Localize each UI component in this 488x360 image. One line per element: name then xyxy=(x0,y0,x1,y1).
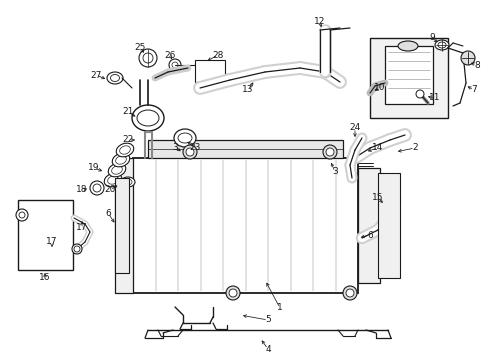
Circle shape xyxy=(185,148,194,156)
Ellipse shape xyxy=(397,41,417,51)
Ellipse shape xyxy=(121,177,135,187)
Text: 3: 3 xyxy=(172,143,178,152)
Ellipse shape xyxy=(437,42,445,48)
Text: 11: 11 xyxy=(428,94,440,103)
Bar xyxy=(118,178,126,196)
Bar xyxy=(384,46,432,104)
Text: 19: 19 xyxy=(88,163,100,172)
Text: 7: 7 xyxy=(470,85,476,94)
Circle shape xyxy=(325,148,333,156)
Ellipse shape xyxy=(137,110,159,126)
Bar xyxy=(369,38,447,118)
Bar xyxy=(18,200,73,270)
Ellipse shape xyxy=(132,105,163,131)
Ellipse shape xyxy=(116,156,126,164)
Circle shape xyxy=(228,289,237,297)
Text: 4: 4 xyxy=(264,345,270,354)
Circle shape xyxy=(142,53,153,63)
Circle shape xyxy=(183,145,197,159)
Text: 5: 5 xyxy=(264,315,270,324)
Text: 15: 15 xyxy=(371,194,383,202)
Ellipse shape xyxy=(120,146,130,154)
Text: 10: 10 xyxy=(373,84,385,93)
Bar xyxy=(195,60,224,82)
Ellipse shape xyxy=(434,40,448,50)
Text: 1: 1 xyxy=(277,303,282,312)
Text: 18: 18 xyxy=(76,185,87,194)
Bar xyxy=(357,168,379,283)
Ellipse shape xyxy=(124,179,132,185)
Ellipse shape xyxy=(110,75,119,81)
Text: 25: 25 xyxy=(134,44,145,53)
Circle shape xyxy=(169,59,181,71)
Ellipse shape xyxy=(104,173,122,187)
Circle shape xyxy=(90,181,104,195)
Circle shape xyxy=(460,51,474,65)
Circle shape xyxy=(346,289,353,297)
Text: 21: 21 xyxy=(122,108,133,117)
Bar xyxy=(148,140,342,158)
Text: 23: 23 xyxy=(189,144,200,153)
Bar xyxy=(377,173,399,278)
Ellipse shape xyxy=(178,133,192,143)
Text: 17: 17 xyxy=(76,224,87,233)
Ellipse shape xyxy=(108,163,125,177)
Circle shape xyxy=(415,90,423,98)
Text: 16: 16 xyxy=(39,274,51,283)
Text: 17: 17 xyxy=(46,238,58,247)
Circle shape xyxy=(19,212,25,218)
Text: 6: 6 xyxy=(105,208,111,217)
Text: 6: 6 xyxy=(366,230,372,239)
Text: 12: 12 xyxy=(314,18,325,27)
Text: 28: 28 xyxy=(212,50,223,59)
Circle shape xyxy=(342,286,356,300)
Text: 3: 3 xyxy=(331,167,337,176)
Circle shape xyxy=(225,286,240,300)
Ellipse shape xyxy=(111,166,122,174)
Bar xyxy=(115,178,129,273)
Circle shape xyxy=(74,246,80,252)
Ellipse shape xyxy=(107,72,123,84)
Ellipse shape xyxy=(112,153,129,167)
Text: 26: 26 xyxy=(164,50,175,59)
Circle shape xyxy=(16,209,28,221)
Bar xyxy=(115,158,133,293)
Circle shape xyxy=(93,184,101,192)
Ellipse shape xyxy=(174,129,196,147)
Ellipse shape xyxy=(116,143,134,157)
Circle shape xyxy=(172,62,178,68)
Text: 8: 8 xyxy=(473,60,479,69)
Text: 13: 13 xyxy=(242,85,253,94)
Text: 2: 2 xyxy=(411,144,417,153)
Bar xyxy=(133,158,357,293)
Ellipse shape xyxy=(107,176,118,184)
Circle shape xyxy=(72,244,82,254)
Circle shape xyxy=(323,145,336,159)
Text: 14: 14 xyxy=(371,144,383,153)
Text: 9: 9 xyxy=(428,33,434,42)
Text: 20: 20 xyxy=(104,185,116,194)
Text: 27: 27 xyxy=(90,71,102,80)
Circle shape xyxy=(139,49,157,67)
Text: 24: 24 xyxy=(348,123,360,132)
Text: 22: 22 xyxy=(122,135,133,144)
